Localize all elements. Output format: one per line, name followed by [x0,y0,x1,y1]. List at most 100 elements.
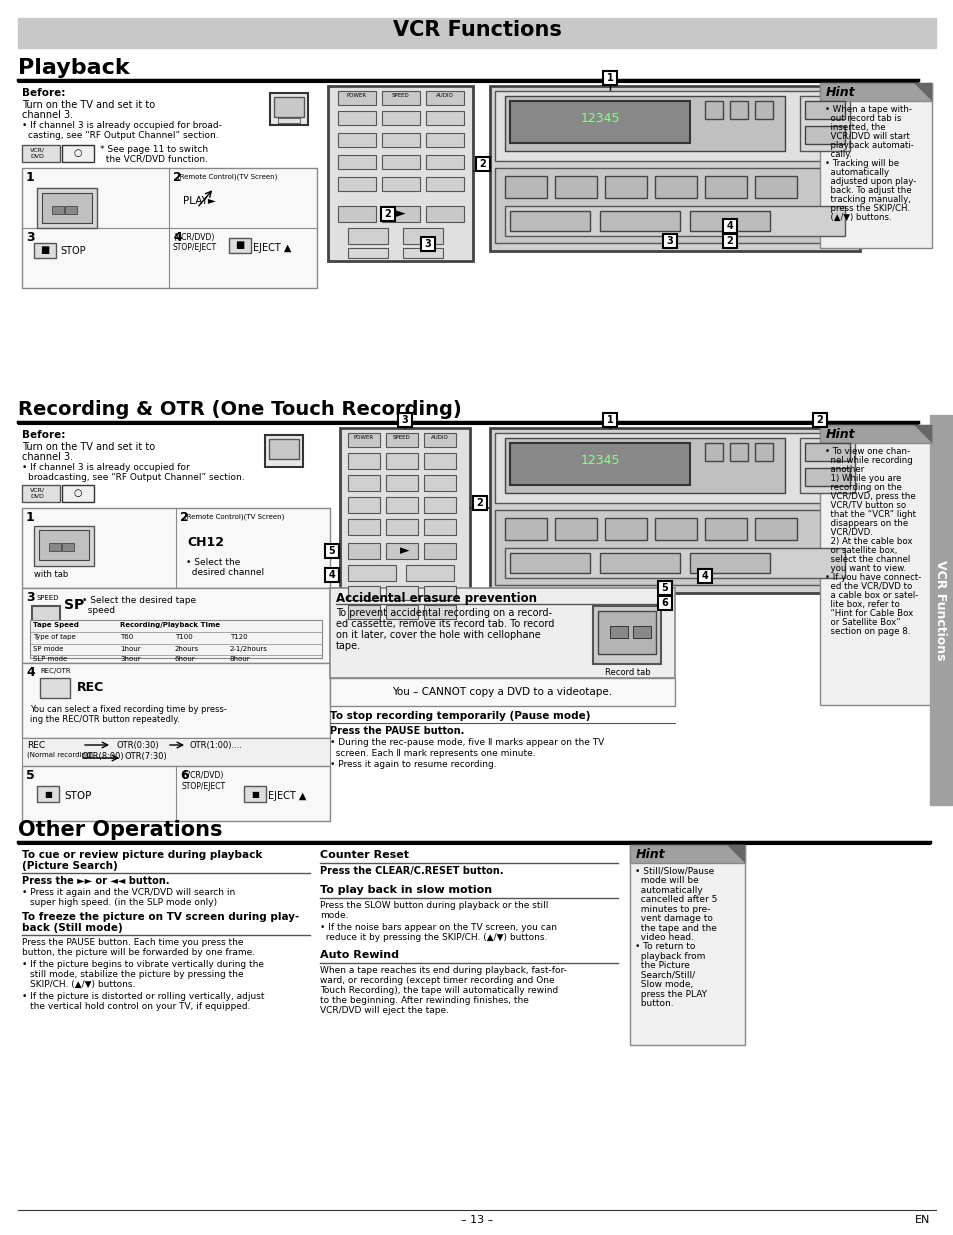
Text: (Remote Control)(TV Screen): (Remote Control)(TV Screen) [184,513,284,520]
Bar [270,93,308,125]
Bar [754,101,772,119]
Text: 2: 2 [180,511,189,524]
Bar [800,96,849,151]
Bar [328,86,473,261]
Text: a cable box or satel-: a cable box or satel- [824,590,918,600]
Text: VCR/
DVD: VCR/ DVD [30,488,45,499]
Text: 2) At the cable box: 2) At the cable box [824,537,911,546]
Bar [593,606,660,664]
Bar [504,96,784,151]
Text: VCR Functions: VCR Functions [392,20,561,40]
Text: 3: 3 [26,231,34,245]
Text: 1) While you are: 1) While you are [824,474,901,483]
Bar [62,144,94,162]
Bar [22,485,60,501]
Text: Type of tape: Type of tape [33,634,75,640]
Text: • If the noise bars appear on the TV screen, you can: • If the noise bars appear on the TV scr… [319,923,557,932]
Bar [337,206,375,222]
Text: 4: 4 [700,571,708,580]
Text: ○: ○ [73,148,82,158]
Text: section on page 8.: section on page 8. [824,627,909,636]
Bar [386,433,417,447]
Text: you want to view.: you want to view. [824,564,905,573]
Text: 8hour: 8hour [230,656,251,662]
Text: OTR(1:00)....: OTR(1:00).... [190,741,243,750]
Text: Press the SLOW button during playback or the still: Press the SLOW button during playback or… [319,902,548,910]
Text: recording on the: recording on the [824,483,901,492]
Text: SPEED: SPEED [37,595,59,601]
Bar [386,605,417,619]
Text: POWER: POWER [354,435,374,440]
Bar [820,83,931,101]
Text: VCR/DVD, press the: VCR/DVD, press the [824,492,915,501]
Bar [244,785,266,802]
Text: To play back in slow motion: To play back in slow motion [319,885,492,895]
Text: out record tab is: out record tab is [824,114,901,124]
Bar [348,543,379,559]
Bar [337,111,375,125]
Bar [330,588,675,678]
Bar [423,496,456,513]
Bar [229,238,251,253]
Text: STOP/EJECT: STOP/EJECT [172,243,217,252]
Bar [426,133,463,147]
Bar [510,211,589,231]
Text: 3: 3 [666,236,673,246]
Text: REC: REC [77,680,104,694]
Polygon shape [726,845,744,863]
Text: the vertical hold control on your TV, if equipped.: the vertical hold control on your TV, if… [30,1002,251,1011]
Bar [426,91,463,105]
Text: channel 3.: channel 3. [22,452,73,462]
Bar [402,228,442,245]
Text: cally.: cally. [824,149,851,159]
Bar [40,678,70,698]
Text: STOP: STOP [64,790,91,802]
Text: automatically: automatically [824,168,888,177]
Text: VCR/DVD will start: VCR/DVD will start [824,132,909,141]
Text: 1: 1 [606,73,613,83]
Text: • Still/Slow/Pause: • Still/Slow/Pause [635,867,714,876]
Bar [381,91,419,105]
Text: still mode, stabilize the picture by pressing the: still mode, stabilize the picture by pre… [30,969,243,979]
Bar [704,101,722,119]
Text: T60: T60 [120,634,133,640]
Bar [729,443,747,461]
Polygon shape [913,83,931,101]
Text: • If the picture begins to vibrate vertically during the: • If the picture begins to vibrate verti… [22,960,264,969]
Bar [929,415,951,805]
Text: Playback: Playback [18,58,130,78]
Text: (VCR/DVD): (VCR/DVD) [172,233,214,242]
Text: Slow mode,: Slow mode, [635,981,693,989]
Text: (Normal recording): (Normal recording) [27,752,93,758]
Text: SPEED: SPEED [393,435,411,440]
Text: STOP: STOP [60,246,86,256]
Text: ward, or recording (except timer recording and One: ward, or recording (except timer recordi… [319,976,554,986]
Text: Before:: Before: [22,88,66,98]
Text: – 13 –: – 13 – [460,1215,493,1225]
Bar [65,206,77,214]
Bar [337,156,375,169]
Text: automatically: automatically [635,885,702,895]
Text: VCR/DVD will eject the tape.: VCR/DVD will eject the tape. [319,1007,449,1015]
Bar [722,219,737,233]
Text: VCR Functions: VCR Functions [934,559,946,661]
Text: Press the ►► or ◄◄ button.: Press the ►► or ◄◄ button. [22,876,170,885]
Text: VCR/DVD.: VCR/DVD. [824,527,872,537]
Bar [348,564,395,580]
Bar [386,453,417,469]
Text: mode will be: mode will be [635,877,698,885]
Text: back. To adjust the: back. To adjust the [824,186,911,195]
Bar [406,564,454,580]
Bar [598,611,656,655]
Text: ►: ► [395,207,405,221]
Bar [381,133,419,147]
Text: 5: 5 [328,546,335,556]
Bar [729,101,747,119]
Bar [62,485,94,501]
Text: press the SKIP/CH.: press the SKIP/CH. [824,204,909,212]
Text: PLAY►: PLAY► [182,196,215,206]
Text: Turn on the TV and set it to: Turn on the TV and set it to [22,442,155,452]
Bar [812,412,826,427]
Text: 1: 1 [606,415,613,425]
Bar [689,553,769,573]
